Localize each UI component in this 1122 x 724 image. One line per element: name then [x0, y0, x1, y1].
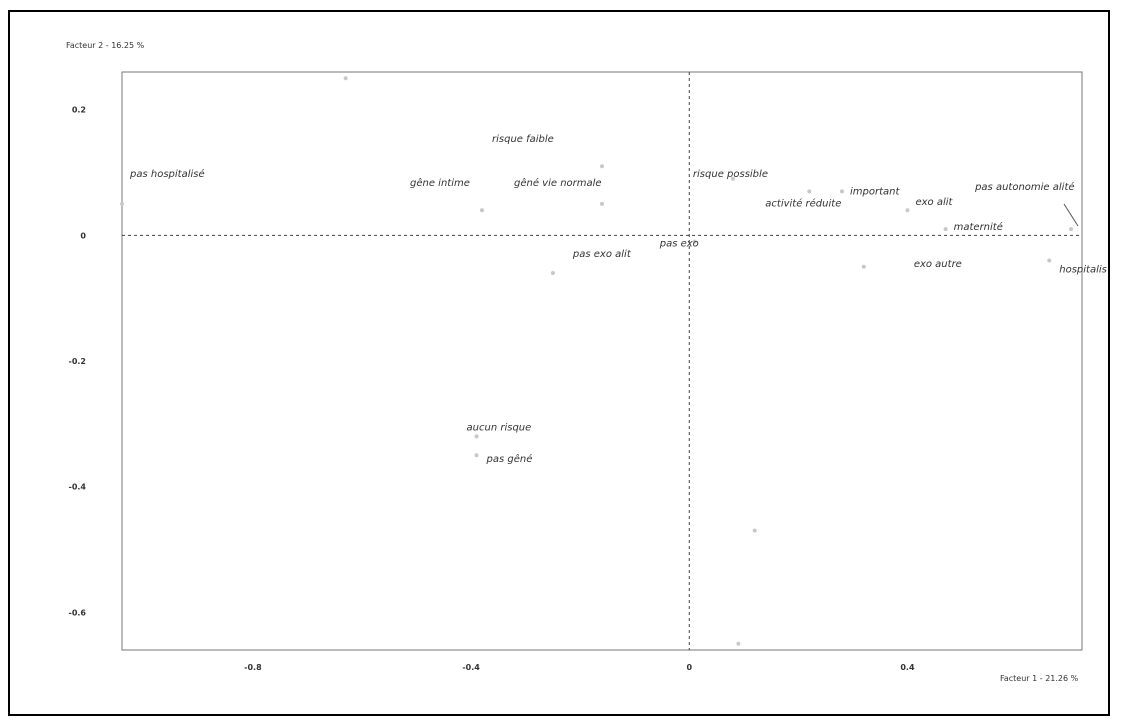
scatter-point	[807, 189, 812, 194]
y-axis-title: Facteur 2 - 16.25 %	[66, 41, 145, 50]
point-label: exo autre	[914, 259, 962, 270]
x-tick-label: 0.4	[900, 663, 915, 672]
scatter-point	[692, 239, 697, 244]
point-label: pas hospitalisé	[129, 168, 205, 180]
point-label: pas exo	[659, 239, 699, 250]
point-label: maternité	[954, 221, 1003, 233]
scatter-point	[343, 76, 348, 81]
point-label: pas gêné	[486, 453, 533, 465]
x-tick-label: -0.4	[462, 663, 480, 672]
leader-line	[1063, 203, 1079, 227]
x-axis-title: Facteur 1 - 21.26 %	[1000, 674, 1079, 683]
point-label: pas exo alit	[572, 249, 632, 260]
point-label: pas autonomie alité	[974, 181, 1074, 193]
plot-area	[121, 71, 1083, 651]
y-tick-label: -0.6	[69, 608, 87, 617]
point-label: important	[850, 186, 900, 197]
scatter-point	[1069, 227, 1074, 232]
point-label: risque possible	[693, 169, 768, 180]
scatter-point	[480, 208, 484, 213]
point-label: gêné vie normale	[514, 177, 602, 189]
scatter-point	[474, 434, 479, 439]
scatter-point	[905, 208, 910, 213]
point-label: risque faible	[492, 134, 554, 145]
scatter-point	[736, 641, 741, 646]
scatter-point	[861, 264, 866, 269]
point-label: activité réduite	[765, 197, 841, 209]
x-tick-label: -0.8	[244, 663, 262, 672]
scatter-point	[730, 176, 735, 181]
x-tick-label: 0	[686, 663, 692, 672]
point-label: aucun risque	[467, 422, 532, 433]
point-label: exo alit	[915, 197, 953, 208]
scatter-point	[752, 528, 757, 533]
scatter-point	[1047, 258, 1052, 263]
y-tick-label: -0.4	[69, 483, 87, 492]
scatter-point	[600, 201, 604, 206]
scatter-point	[550, 271, 555, 276]
y-tick-label: 0.2	[72, 106, 86, 115]
scatter-point	[840, 189, 844, 194]
scatter-point	[943, 227, 948, 232]
scatter-point	[474, 453, 479, 458]
chart-frame	[8, 10, 1110, 716]
scatter-point	[120, 201, 124, 206]
point-label: hospitalis	[1059, 264, 1107, 275]
y-tick-label: 0	[80, 231, 86, 240]
point-label: gêne intime	[410, 177, 470, 189]
scatter-point	[600, 164, 604, 169]
y-tick-label: -0.2	[69, 357, 87, 366]
